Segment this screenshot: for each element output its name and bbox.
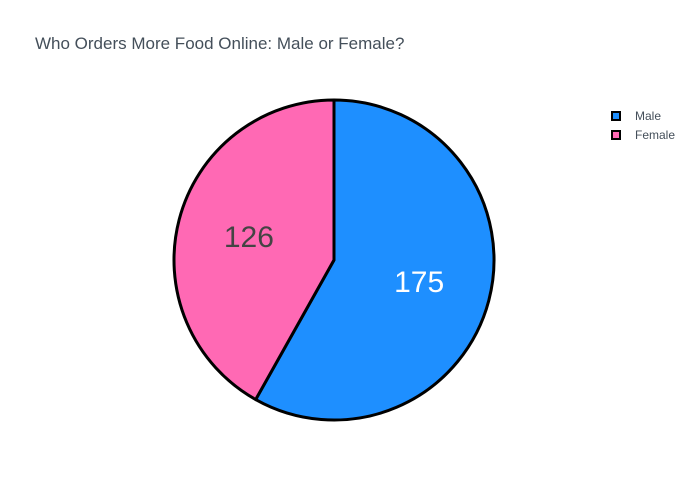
legend-item-female[interactable]: Female [611,125,675,144]
legend-label-male: Male [635,108,662,123]
chart-title: Who Orders More Food Online: Male or Fem… [35,34,405,53]
legend-swatch-female [611,129,621,140]
legend: Male Female [611,106,675,144]
pie-slice-male[interactable] [254,98,496,422]
legend-item-male[interactable]: Male [611,106,675,125]
legend-swatch-male [611,110,621,121]
pie-value-label-male: 175 [394,266,444,299]
pie-value-label-female: 126 [224,221,274,254]
pie-slice-female[interactable] [172,98,336,402]
legend-label-female: Female [635,127,676,142]
